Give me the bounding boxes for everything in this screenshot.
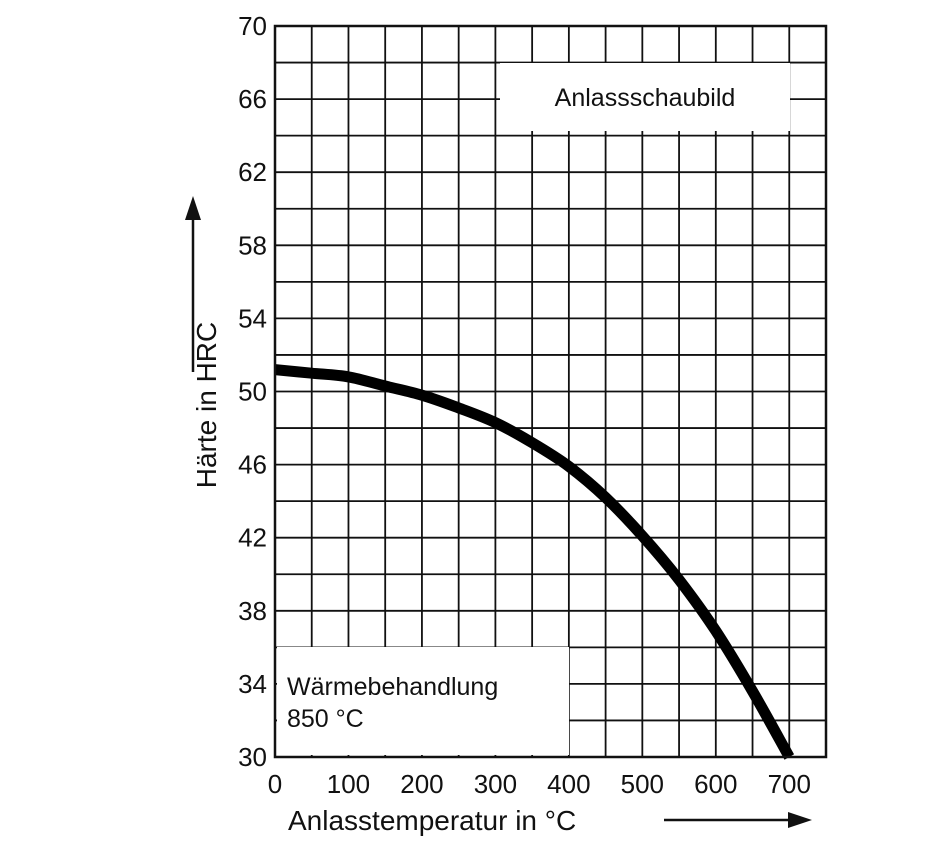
y-tick-labels: 70 66 62 58 54 50 46 42 38 34 30 [238, 11, 267, 772]
y-tick-label: 70 [238, 11, 267, 41]
y-tick-label: 42 [238, 523, 267, 553]
curve-layer [274, 364, 795, 760]
title-box [500, 63, 790, 131]
annotation-line1: Wärmebehandlung [287, 673, 498, 701]
y-tick-label: 46 [238, 450, 267, 480]
plot-frame [273, 24, 828, 759]
hardness-curve [274, 364, 795, 760]
y-axis-arrow-head [185, 196, 201, 220]
x-tick-label: 500 [621, 769, 664, 799]
annotation-box [277, 647, 569, 755]
x-tick-label: 700 [768, 769, 811, 799]
y-tick-label: 30 [238, 742, 267, 772]
x-tick-label: 400 [547, 769, 590, 799]
annotation-line2: 850 °C [287, 705, 364, 733]
x-axis-arrow-head [788, 812, 812, 828]
x-tick-label: 0 [268, 769, 282, 799]
y-tick-label: 62 [238, 157, 267, 187]
x-tick-label: 100 [327, 769, 370, 799]
y-tick-label: 34 [238, 669, 267, 699]
y-tick-label: 54 [238, 303, 267, 333]
y-axis-title-group: Härte in HRC [191, 322, 222, 488]
y-tick-label: 58 [238, 230, 267, 260]
y-axis-title: Härte in HRC [191, 322, 222, 488]
x-tick-label: 300 [474, 769, 517, 799]
x-tick-labels: 0 100 200 300 400 500 600 700 [268, 769, 811, 799]
x-tick-label: 600 [694, 769, 737, 799]
chart-title: Anlassschaubild [555, 84, 736, 112]
y-tick-label: 38 [238, 596, 267, 626]
y-tick-label: 66 [238, 84, 267, 114]
x-axis-title: Anlasstemperatur in °C [288, 805, 576, 836]
y-tick-label: 50 [238, 377, 267, 407]
x-tick-label: 200 [400, 769, 443, 799]
